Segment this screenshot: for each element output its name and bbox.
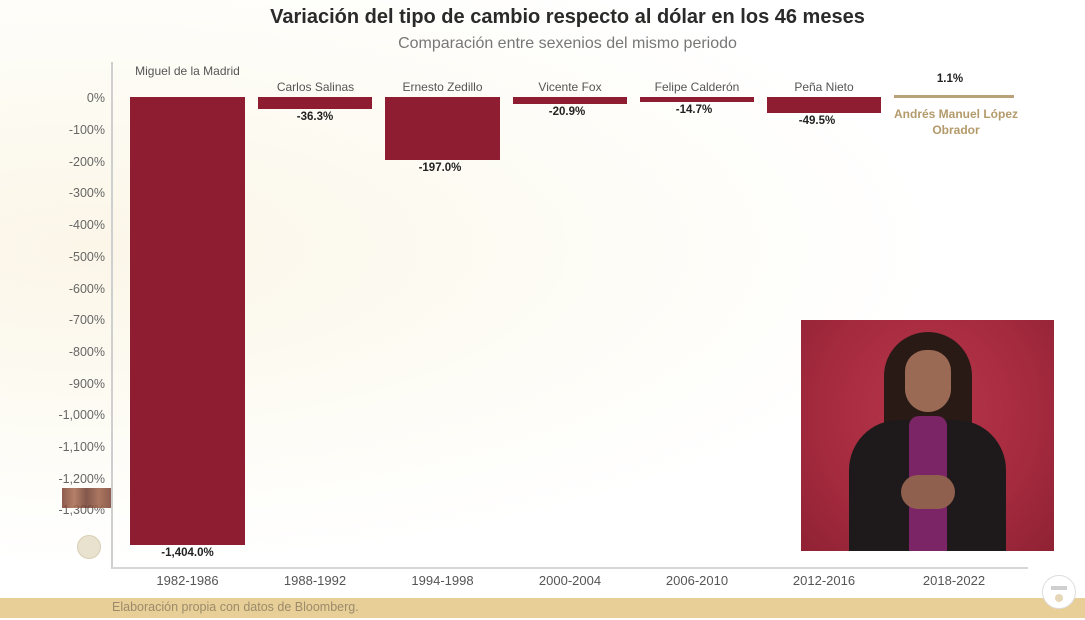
chart-title: Variación del tipo de cambio respecto al… xyxy=(270,6,865,28)
bar-2000-2004 xyxy=(513,97,627,104)
value-label: -36.3% xyxy=(296,111,334,123)
y-tick: -1,100% xyxy=(58,440,105,454)
value-label: -1,404.0% xyxy=(161,547,214,559)
value-label: -20.9% xyxy=(548,106,586,118)
president-label: Ernesto Zedillo xyxy=(402,80,483,94)
y-tick: -100% xyxy=(68,123,105,137)
value-label: -14.7% xyxy=(675,104,713,116)
bar-2006-2010 xyxy=(640,97,754,102)
x-tick: 2006-2010 xyxy=(665,573,729,588)
interpreter-hands xyxy=(901,475,955,509)
y-tick: -500% xyxy=(68,250,105,264)
value-label: -197.0% xyxy=(418,162,462,174)
president-label: Felipe Calderón xyxy=(654,80,740,94)
president-label: Peña Nieto xyxy=(794,80,854,94)
y-tick: 0% xyxy=(86,91,105,105)
footer-band xyxy=(0,598,1085,618)
government-seal-icon xyxy=(77,535,101,559)
y-tick: -1,200% xyxy=(58,472,105,486)
y-tick: -300% xyxy=(68,186,105,200)
y-tick: -1,000% xyxy=(58,408,105,422)
logo-seal-mark xyxy=(1055,594,1063,602)
x-tick: 2012-2016 xyxy=(792,573,856,588)
source-note: Elaboración propia con datos de Bloomber… xyxy=(112,600,359,614)
bar-2012-2016 xyxy=(767,97,881,113)
sign-language-interpreter-video xyxy=(801,320,1054,551)
logo-text-mark xyxy=(1051,586,1067,590)
president-label: Miguel de la Madrid xyxy=(135,64,240,78)
y-tick: -700% xyxy=(68,313,105,327)
audience-photo-thumbnail xyxy=(62,488,111,508)
y-tick: -200% xyxy=(68,155,105,169)
x-axis-line xyxy=(111,567,1028,569)
y-tick: -400% xyxy=(68,218,105,232)
value-label: -49.5% xyxy=(798,115,836,127)
chart-subtitle: Comparación entre sexenios del mismo per… xyxy=(398,35,737,52)
government-logo-icon xyxy=(1042,575,1076,609)
president-label-highlight: Andrés Manuel López Obrador xyxy=(894,107,1019,137)
bar-1994-1998 xyxy=(385,97,500,160)
bar-1988-1992 xyxy=(258,97,372,109)
president-label: Carlos Salinas xyxy=(276,80,355,94)
interpreter-face xyxy=(905,350,951,412)
x-tick: 1994-1998 xyxy=(411,573,474,588)
y-tick: -800% xyxy=(68,345,105,359)
y-axis-line xyxy=(111,62,113,568)
x-tick: 1982-1986 xyxy=(156,573,219,588)
y-tick: -600% xyxy=(68,282,105,296)
y-tick: -900% xyxy=(68,377,105,391)
x-tick: 2000-2004 xyxy=(538,573,602,588)
x-tick: 1988-1992 xyxy=(283,573,347,588)
bar-1982-1986 xyxy=(130,97,245,545)
x-tick: 2018-2022 xyxy=(922,573,986,588)
value-label: 1.1% xyxy=(936,73,964,85)
bar-2018-2022 xyxy=(894,95,1014,98)
president-label: Vicente Fox xyxy=(538,80,602,94)
